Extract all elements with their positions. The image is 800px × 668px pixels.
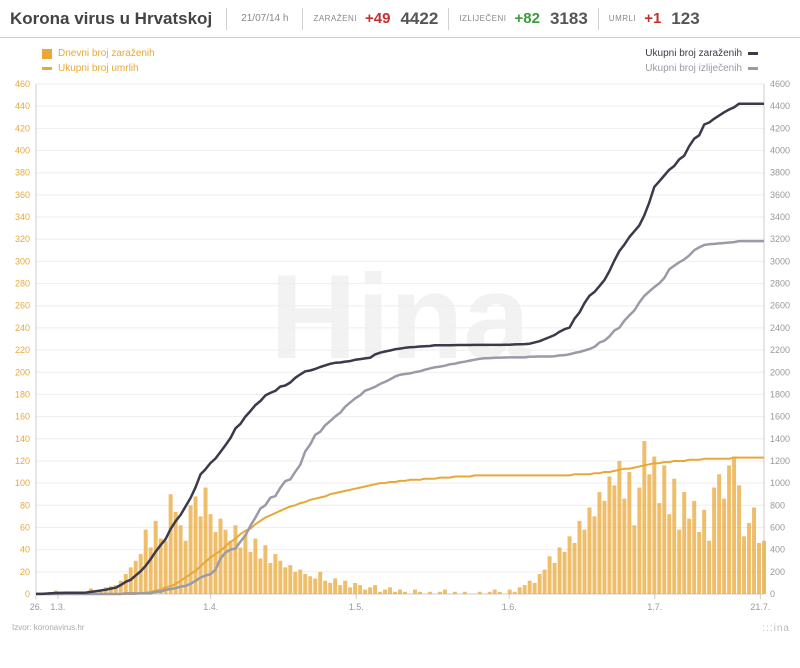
legend-item: Ukupni broj umrlih	[36, 63, 155, 74]
svg-text:1800: 1800	[770, 389, 790, 399]
svg-text:3600: 3600	[770, 190, 790, 200]
svg-text:400: 400	[770, 545, 785, 555]
svg-text:60: 60	[20, 522, 30, 532]
svg-text:2600: 2600	[770, 301, 790, 311]
svg-text:2400: 2400	[770, 323, 790, 333]
svg-text:3000: 3000	[770, 256, 790, 266]
legend-swatch	[748, 67, 758, 70]
svg-text:440: 440	[15, 101, 30, 111]
stat-delta: +49	[365, 10, 390, 27]
legend-label: Dnevni broj zaraženih	[58, 48, 155, 59]
svg-text:1200: 1200	[770, 456, 790, 466]
svg-text:120: 120	[15, 456, 30, 466]
svg-text:320: 320	[15, 234, 30, 244]
svg-text:3400: 3400	[770, 212, 790, 222]
svg-text:Hina: Hina	[270, 250, 531, 384]
svg-text:200: 200	[15, 367, 30, 377]
svg-text:280: 280	[15, 279, 30, 289]
svg-text:1.3.: 1.3.	[50, 602, 65, 612]
svg-text:26.: 26.	[30, 602, 43, 612]
svg-text:340: 340	[15, 212, 30, 222]
svg-text:420: 420	[15, 123, 30, 133]
legend-label: Ukupni broj umrlih	[58, 63, 139, 74]
svg-text:600: 600	[770, 522, 785, 532]
svg-text:3200: 3200	[770, 234, 790, 244]
svg-text:20: 20	[20, 567, 30, 577]
legend-item: Dnevni broj zaraženih	[36, 48, 155, 59]
svg-text:800: 800	[770, 500, 785, 510]
svg-text:360: 360	[15, 190, 30, 200]
svg-text:300: 300	[15, 256, 30, 266]
svg-text:3800: 3800	[770, 168, 790, 178]
svg-text:100: 100	[15, 478, 30, 488]
header-bar: Korona virus u Hrvatskoj 21/07/14 h ZARA…	[0, 0, 800, 38]
svg-text:380: 380	[15, 168, 30, 178]
stat-label: ZARAŽENI	[313, 14, 357, 23]
svg-text:200: 200	[770, 567, 785, 577]
svg-text:2000: 2000	[770, 367, 790, 377]
legend-label: Ukupni broj izliječenih	[645, 63, 742, 74]
legend-right: Ukupni broj zaraženih Ukupni broj izlije…	[645, 48, 764, 78]
svg-text:1.7.: 1.7.	[647, 602, 662, 612]
svg-text:160: 160	[15, 412, 30, 422]
svg-text:0: 0	[770, 589, 775, 599]
brand-mark: :::ina	[762, 623, 790, 634]
stat-delta: +1	[644, 10, 661, 27]
svg-text:21.7.: 21.7.	[750, 602, 770, 612]
svg-text:260: 260	[15, 301, 30, 311]
svg-text:220: 220	[15, 345, 30, 355]
svg-text:4000: 4000	[770, 146, 790, 156]
chart-svg: Hina 0 20 40 60 80 100 120 140 160 180 200 220 240 260…	[0, 38, 800, 638]
page-title: Korona virus u Hrvatskoj	[10, 9, 226, 29]
stat-total: 123	[671, 9, 699, 29]
stat-recovered: IZLIJEČENI +82 3183	[448, 8, 598, 30]
chart-area: Dnevni broj zaraženih Ukupni broj umrlih…	[0, 38, 800, 638]
svg-text:140: 140	[15, 434, 30, 444]
svg-text:400: 400	[15, 146, 30, 156]
svg-text:0: 0	[25, 589, 30, 599]
legend-left: Dnevni broj zaraženih Ukupni broj umrlih	[36, 48, 155, 78]
stat-label: UMRLI	[609, 14, 636, 23]
svg-text:1.6.: 1.6.	[502, 602, 517, 612]
svg-text:1600: 1600	[770, 412, 790, 422]
svg-text:460: 460	[15, 79, 30, 89]
legend-item: Ukupni broj zaraženih	[645, 48, 764, 59]
svg-text:1.4.: 1.4.	[203, 602, 218, 612]
legend-label: Ukupni broj zaraženih	[645, 48, 742, 59]
svg-text:2800: 2800	[770, 279, 790, 289]
stat-delta: +82	[515, 10, 540, 27]
source-text: Izvor: koronavirus.hr	[12, 623, 84, 632]
svg-text:1.5.: 1.5.	[349, 602, 364, 612]
legend-swatch	[748, 52, 758, 55]
svg-text:1400: 1400	[770, 434, 790, 444]
legend-swatch	[42, 49, 52, 59]
svg-text:40: 40	[20, 545, 30, 555]
stat-label: IZLIJEČENI	[459, 14, 506, 23]
svg-text:1000: 1000	[770, 478, 790, 488]
timestamp: 21/07/14 h	[226, 8, 302, 30]
svg-text:4200: 4200	[770, 123, 790, 133]
svg-text:4400: 4400	[770, 101, 790, 111]
legend-item: Ukupni broj izliječenih	[645, 63, 764, 74]
stat-deaths: UMRLI +1 123	[598, 8, 710, 30]
svg-text:4600: 4600	[770, 79, 790, 89]
svg-text:80: 80	[20, 500, 30, 510]
svg-text:2200: 2200	[770, 345, 790, 355]
svg-text:180: 180	[15, 389, 30, 399]
stat-total: 3183	[550, 9, 588, 29]
stat-total: 4422	[400, 9, 438, 29]
stat-infected: ZARAŽENI +49 4422	[302, 8, 448, 30]
svg-text:240: 240	[15, 323, 30, 333]
legend-swatch	[42, 67, 52, 70]
